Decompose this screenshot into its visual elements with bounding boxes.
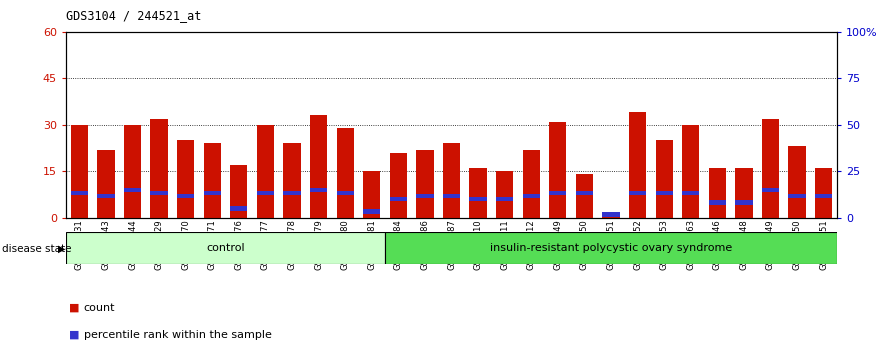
Bar bbox=[284, 143, 300, 218]
Text: insulin-resistant polycystic ovary syndrome: insulin-resistant polycystic ovary syndr… bbox=[490, 243, 732, 253]
Text: ■: ■ bbox=[69, 303, 79, 313]
Bar bbox=[496, 197, 514, 201]
Bar bbox=[470, 197, 486, 201]
Bar bbox=[310, 188, 327, 192]
Bar bbox=[815, 168, 833, 218]
Bar bbox=[655, 190, 673, 195]
Bar bbox=[603, 212, 619, 217]
Text: control: control bbox=[206, 243, 245, 253]
Bar bbox=[603, 215, 619, 218]
Text: percentile rank within the sample: percentile rank within the sample bbox=[84, 330, 271, 339]
Bar bbox=[682, 190, 700, 195]
Bar bbox=[177, 140, 195, 218]
Bar bbox=[230, 165, 248, 218]
Text: ▶: ▶ bbox=[58, 244, 66, 253]
Bar bbox=[708, 168, 726, 218]
Bar bbox=[310, 115, 327, 218]
Bar bbox=[443, 143, 460, 218]
Bar bbox=[815, 194, 833, 198]
Bar bbox=[337, 128, 354, 218]
Text: count: count bbox=[84, 303, 115, 313]
Bar bbox=[655, 140, 673, 218]
Bar bbox=[549, 122, 566, 218]
Bar bbox=[363, 171, 381, 218]
Bar bbox=[549, 190, 566, 195]
Text: disease state: disease state bbox=[2, 244, 71, 253]
Bar bbox=[576, 190, 593, 195]
Bar bbox=[337, 190, 354, 195]
Text: ■: ■ bbox=[69, 330, 79, 339]
Bar bbox=[124, 188, 141, 192]
Bar bbox=[708, 200, 726, 205]
Bar bbox=[151, 190, 167, 195]
Bar bbox=[204, 143, 221, 218]
Bar bbox=[70, 190, 88, 195]
Bar bbox=[385, 232, 837, 264]
Bar bbox=[736, 168, 752, 218]
Bar bbox=[204, 190, 221, 195]
Bar bbox=[417, 194, 433, 198]
Bar bbox=[363, 209, 381, 214]
Bar bbox=[762, 119, 779, 218]
Bar bbox=[443, 194, 460, 198]
Bar bbox=[682, 125, 700, 218]
Bar bbox=[788, 194, 806, 198]
Bar bbox=[230, 206, 248, 211]
Bar bbox=[470, 168, 486, 218]
Bar bbox=[97, 149, 115, 218]
Bar bbox=[629, 190, 647, 195]
Bar bbox=[762, 188, 779, 192]
Bar bbox=[177, 194, 195, 198]
Bar bbox=[66, 232, 385, 264]
Bar bbox=[522, 149, 540, 218]
Bar bbox=[389, 153, 407, 218]
Bar bbox=[629, 113, 647, 218]
Bar bbox=[389, 197, 407, 201]
Bar bbox=[496, 171, 514, 218]
Bar bbox=[124, 125, 141, 218]
Bar bbox=[70, 125, 88, 218]
Bar bbox=[522, 194, 540, 198]
Text: GDS3104 / 244521_at: GDS3104 / 244521_at bbox=[66, 9, 202, 22]
Bar bbox=[417, 149, 433, 218]
Bar bbox=[97, 194, 115, 198]
Bar bbox=[256, 190, 274, 195]
Bar bbox=[736, 200, 752, 205]
Bar bbox=[151, 119, 167, 218]
Bar bbox=[788, 147, 806, 218]
Bar bbox=[256, 125, 274, 218]
Bar bbox=[576, 175, 593, 218]
Bar bbox=[284, 190, 300, 195]
